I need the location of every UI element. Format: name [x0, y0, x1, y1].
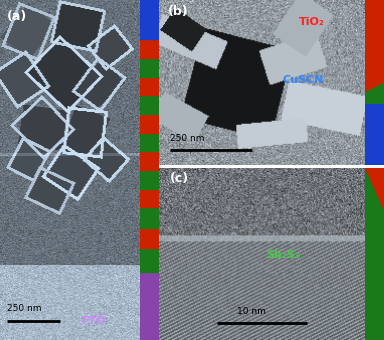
Bar [140, 272, 159, 340]
Text: (b): (b) [167, 5, 188, 18]
Bar [140, 114, 159, 133]
Bar [140, 0, 159, 39]
Bar [140, 189, 159, 207]
Bar [140, 76, 159, 95]
Bar [140, 58, 159, 76]
Bar [140, 95, 159, 114]
Text: (c): (c) [170, 172, 189, 185]
Polygon shape [365, 167, 384, 210]
Bar [140, 248, 159, 272]
Text: CuSCN: CuSCN [283, 75, 324, 85]
Polygon shape [365, 83, 384, 103]
Polygon shape [365, 83, 384, 103]
Text: FTO: FTO [81, 317, 106, 326]
Bar [365, 0, 384, 93]
Text: 250 nm: 250 nm [170, 134, 204, 143]
Bar [140, 170, 159, 189]
Text: (a): (a) [7, 10, 27, 23]
Bar [140, 39, 159, 58]
Text: TiO₂: TiO₂ [299, 17, 325, 27]
Text: Sb₂S₃: Sb₂S₃ [266, 250, 300, 260]
Bar [140, 228, 159, 248]
Bar [365, 103, 384, 167]
Bar [140, 151, 159, 170]
Text: 250 nm: 250 nm [7, 304, 41, 313]
Bar [140, 207, 159, 228]
Bar [140, 133, 159, 151]
Text: 10 nm: 10 nm [237, 307, 266, 316]
